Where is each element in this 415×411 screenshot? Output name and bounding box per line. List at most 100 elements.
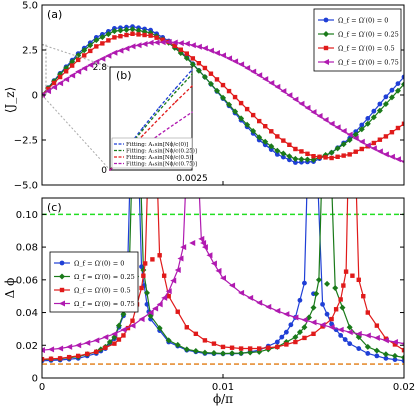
data-point-c-0-53 (392, 357, 398, 362)
data-point-c-2-7 (103, 345, 108, 350)
data-point-c-2-12 (130, 318, 135, 323)
data-point-a-2-32 (232, 94, 238, 100)
data-point-a-3-53 (358, 138, 365, 145)
data-point-c-3-6 (93, 337, 100, 344)
data-point-c-1-19 (156, 325, 163, 332)
data-point-a-2-16 (136, 32, 141, 37)
inset-ytick-bottom: 0 (101, 166, 107, 176)
data-point-a-3-12 (111, 49, 118, 56)
data-point-c-2-29 (247, 346, 253, 351)
data-point-a-2-30 (220, 82, 226, 88)
data-point-a-3-25 (189, 42, 196, 49)
data-point-a-1-10 (99, 34, 106, 41)
data-point-a-3-22 (171, 39, 178, 46)
legend-c-label-2: Ω_f = Ω′(0) = 0.5 (74, 287, 131, 295)
data-point-c-2-32 (275, 344, 280, 350)
panel-a: 5.02.50−2.5−5.0⟨J_z⟩(a) Ω_f = Ω′(0) = 0Ω_… (3, 1, 405, 192)
data-point-a-1-44 (304, 156, 311, 163)
data-point-a-2-12 (112, 35, 117, 40)
data-point-c-3-33 (265, 303, 272, 310)
data-point-a-3-31 (226, 55, 233, 62)
data-point-a-2-33 (238, 100, 244, 106)
ylabel-c: Δ ϕ (3, 278, 17, 299)
data-point-c-3-41 (337, 326, 344, 333)
data-point-c-3-21 (189, 240, 196, 246)
data-point-c-3-2 (57, 345, 64, 352)
data-point-c-1-36 (301, 324, 308, 331)
data-point-a-3-1 (45, 88, 52, 95)
ytick-label-c-4: 0.02 (16, 341, 38, 352)
data-point-a-2-18 (148, 33, 153, 38)
data-point-a-3-35 (250, 68, 257, 75)
data-point-a-2-6 (76, 57, 81, 63)
legend-b-label-0: Fitting: A₁sin[Nϕ/c(0)] (126, 141, 188, 148)
data-point-a-3-58 (388, 153, 395, 160)
data-point-a-2-59 (395, 125, 401, 131)
data-point-c-0-51 (374, 353, 380, 359)
data-point-a-3-50 (340, 128, 347, 134)
ytick-label-c-0: 0.10 (16, 210, 38, 221)
data-point-a-3-57 (382, 151, 389, 158)
data-point-a-2-41 (287, 142, 292, 147)
data-point-c-3-23 (200, 240, 207, 246)
data-point-c-3-22 (198, 235, 205, 242)
data-point-a-1-6 (75, 52, 82, 59)
data-point-a-2-25 (190, 56, 196, 61)
data-point-c-3-26 (210, 260, 217, 267)
xtick-label-c-2: 0.02 (393, 382, 415, 393)
data-point-a-2-17 (142, 32, 147, 38)
data-point-c-1-29 (247, 349, 254, 356)
data-point-c-1-50 (401, 354, 404, 361)
data-point-a-2-24 (184, 51, 189, 56)
series-a-2 (42, 31, 404, 161)
data-point-c-0-48 (347, 341, 353, 347)
data-point-a-2-7 (82, 53, 87, 58)
inset-point-0-3 (158, 106, 160, 109)
data-point-c-3-16 (165, 288, 172, 295)
data-point-a-1-11 (105, 31, 112, 38)
data-point-a-3-23 (177, 40, 184, 47)
data-point-a-1-15 (129, 26, 136, 33)
data-point-a-1-9 (93, 37, 100, 44)
data-point-c-3-1 (48, 346, 55, 353)
data-point-c-1-20 (165, 337, 172, 344)
data-point-a-0-57 (383, 94, 389, 100)
inset-point-3-5 (191, 111, 193, 114)
data-point-a-3-2 (51, 84, 58, 91)
data-point-c-0-46 (338, 333, 344, 338)
data-point-a-3-29 (213, 50, 220, 56)
data-point-c-2-36 (311, 331, 316, 337)
panel-label-c: (c) (47, 201, 62, 214)
legend-a-marker-0 (323, 17, 329, 23)
data-point-c-1-34 (292, 334, 299, 341)
data-point-a-2-46 (317, 154, 322, 159)
data-point-c-2-9 (116, 337, 122, 342)
data-point-c-1-21 (174, 341, 181, 348)
ytick-label-a-3: −2.5 (14, 136, 38, 147)
data-point-a-1-37 (262, 138, 269, 145)
panel-label-b: (b) (116, 69, 132, 82)
data-point-c-1-27 (229, 350, 236, 357)
data-point-a-1-54 (364, 120, 371, 127)
data-point-c-0-43 (324, 311, 330, 317)
data-point-a-1-31 (226, 101, 233, 108)
data-point-c-3-35 (283, 311, 290, 318)
data-point-c-0-49 (356, 346, 362, 351)
ytick-label-a-1: 2.5 (22, 46, 38, 57)
data-point-a-3-9 (93, 58, 100, 65)
data-point-c-1-35 (296, 329, 303, 336)
data-point-a-2-23 (178, 47, 183, 52)
data-point-c-3-8 (111, 330, 118, 337)
data-point-a-1-5 (69, 58, 76, 65)
data-point-a-2-2 (51, 80, 57, 86)
data-point-c-1-24 (201, 349, 208, 356)
data-point-a-0-60 (401, 74, 404, 80)
inset-xtick-right: 0.0025 (176, 174, 208, 184)
data-point-a-2-28 (208, 71, 214, 76)
legend-c-marker-0 (59, 260, 65, 266)
data-point-a-0-55 (371, 108, 377, 114)
ytick-label-a-0: 5.0 (22, 1, 38, 12)
data-point-c-0-40 (302, 280, 307, 286)
data-point-a-2-20 (160, 37, 165, 42)
data-point-c-1-17 (143, 289, 150, 296)
